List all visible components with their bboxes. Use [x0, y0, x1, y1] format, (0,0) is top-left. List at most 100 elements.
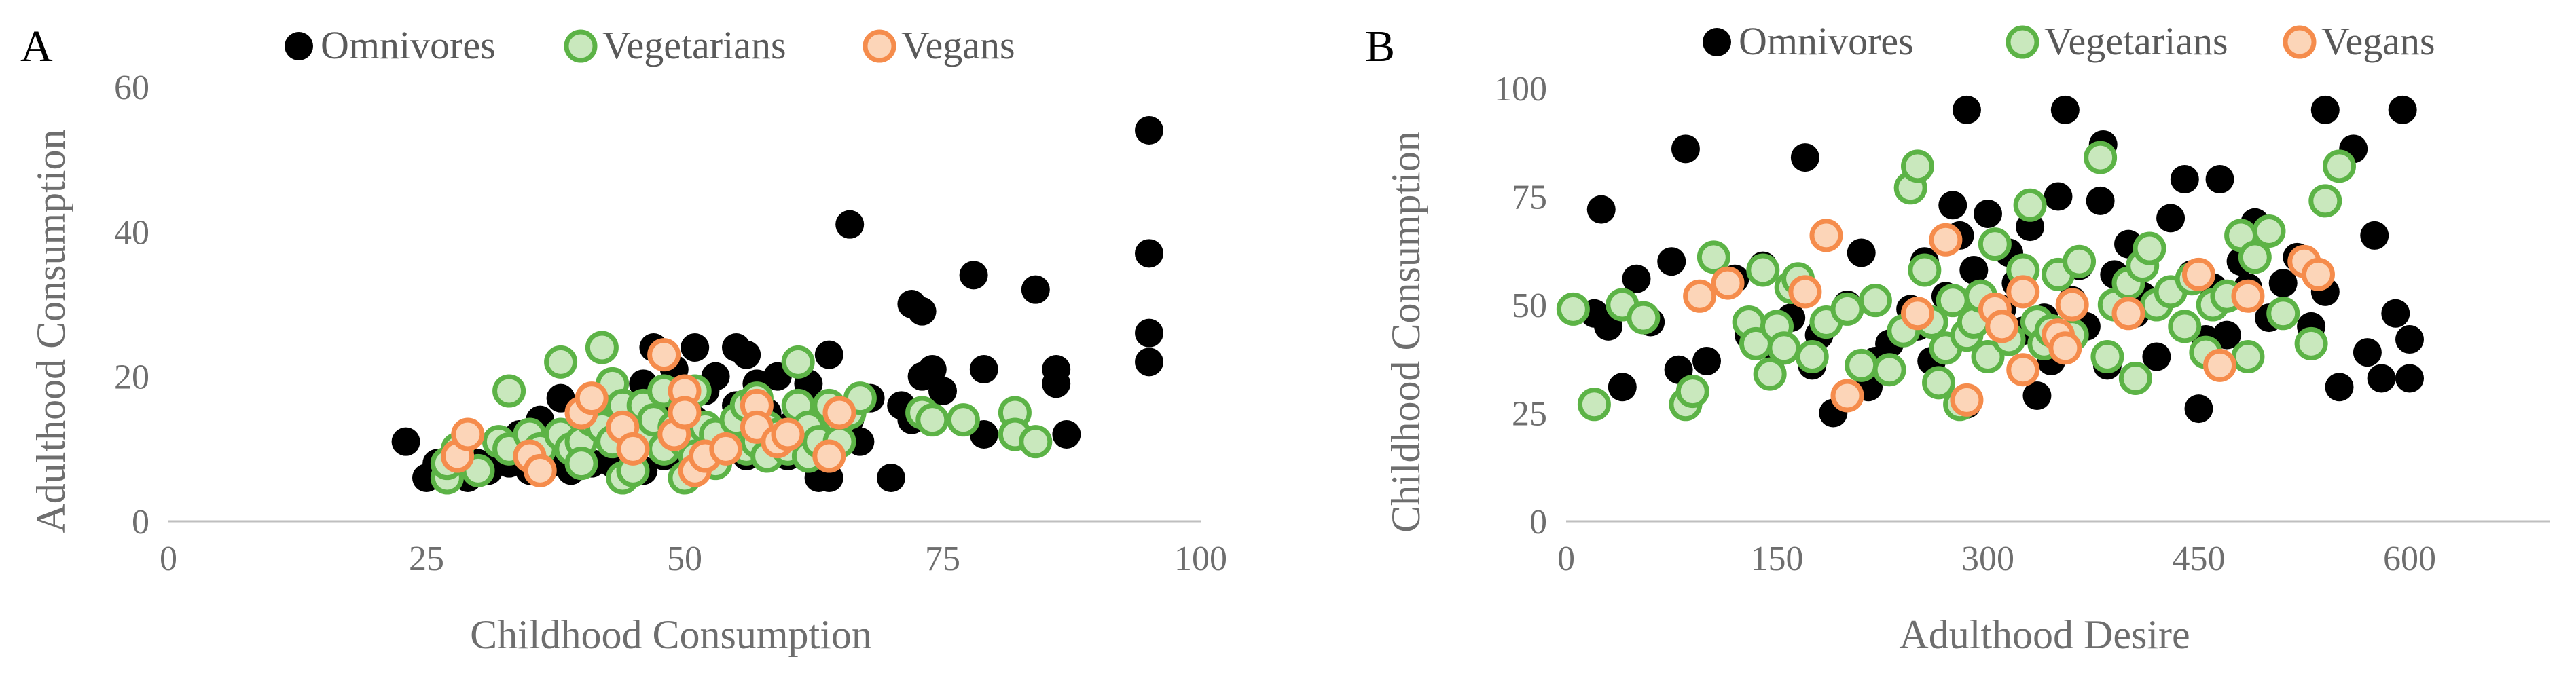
- data-point: [1692, 346, 1721, 375]
- data-point: [814, 340, 843, 369]
- data-point: [1675, 375, 1709, 409]
- x-tick-label: 25: [409, 540, 444, 578]
- y-tick-label: 0: [1529, 503, 1547, 542]
- data-point: [1042, 355, 1071, 383]
- data-point: [1985, 310, 2019, 343]
- data-point: [1052, 420, 1081, 449]
- data-point: [2381, 299, 2410, 328]
- data-point: [1711, 266, 1745, 300]
- legend-marker: [1703, 28, 1731, 56]
- data-point: [2006, 353, 2040, 387]
- data-point: [1872, 353, 1906, 387]
- data-point: [2086, 186, 2115, 215]
- x-axis-title: Childhood Consumption: [470, 612, 872, 657]
- data-point: [575, 381, 609, 415]
- data-point: [946, 403, 980, 437]
- data-point: [2294, 326, 2328, 360]
- data-point: [1795, 340, 1829, 374]
- data-point: [2310, 95, 2340, 124]
- data-point: [544, 345, 578, 379]
- data-point: [1845, 348, 1879, 382]
- data-point: [1586, 195, 1616, 224]
- data-point: [2022, 381, 2052, 410]
- data-point: [681, 333, 710, 362]
- data-point: [2360, 221, 2389, 250]
- data-point: [1767, 331, 1801, 365]
- data-point: [451, 417, 485, 451]
- data-point: [2063, 244, 2097, 278]
- data-point: [1135, 116, 1163, 145]
- data-point: [2050, 95, 2080, 124]
- data-point: [523, 453, 557, 487]
- data-point: [969, 355, 998, 383]
- data-point: [1938, 191, 1967, 220]
- data-point: [2048, 331, 2082, 365]
- y-tick-label: 20: [114, 358, 149, 397]
- legend: Omnivores Vegetarians Vegans: [1703, 19, 2435, 63]
- chart-panel-b: B 0 25 50 75 100 0 150 300 450 600 Adulthood Desire…: [1365, 19, 2550, 657]
- data-point: [1922, 366, 1956, 400]
- data-point: [2168, 310, 2202, 343]
- data-point: [1577, 388, 1611, 422]
- data-point: [2238, 240, 2272, 274]
- data-point: [2156, 204, 2185, 233]
- y-axis-title: Childhood Consumption: [1383, 131, 1428, 533]
- data-point: [1135, 318, 1163, 348]
- data-point: [1556, 292, 1590, 326]
- data-point: [2118, 361, 2152, 395]
- data-point: [2090, 340, 2124, 374]
- data-point: [822, 396, 856, 430]
- legend-label: Omnivores: [1739, 19, 1914, 63]
- y-tick-label: 75: [1512, 179, 1547, 217]
- data-point: [1952, 95, 1981, 124]
- data-point: [2231, 279, 2265, 313]
- data-point: [781, 345, 815, 379]
- data-point: [2367, 364, 2396, 393]
- legend-marker: [2283, 25, 2317, 59]
- data-point: [1959, 255, 1989, 284]
- data-point: [928, 377, 957, 405]
- data-point: [2133, 231, 2166, 265]
- data-point: [1950, 383, 1984, 417]
- x-tick-label: 450: [2173, 540, 2226, 578]
- data-point: [835, 210, 865, 239]
- y-tick-label: 100: [1494, 70, 1547, 109]
- y-tick-label: 40: [114, 213, 149, 252]
- data-point: [2055, 288, 2089, 322]
- data-point: [771, 417, 805, 451]
- data-point: [2111, 297, 2145, 331]
- data-point: [2268, 269, 2298, 298]
- data-point: [1608, 373, 1637, 402]
- data-point: [2266, 297, 2300, 331]
- data-point: [1135, 348, 1163, 377]
- data-point: [564, 447, 598, 481]
- y-tick-label: 50: [1512, 286, 1547, 325]
- legend: Omnivores Vegetarians Vegans: [285, 23, 1015, 67]
- data-point: [1657, 247, 1686, 276]
- data-point: [1908, 253, 1942, 287]
- data-point: [2170, 164, 2199, 193]
- data-point: [877, 464, 905, 492]
- x-axis-title: Adulthood Desire: [1899, 612, 2190, 657]
- data-point: [2325, 373, 2354, 402]
- data-point: [812, 439, 846, 473]
- x-tick-label: 0: [160, 540, 177, 578]
- data-point: [2353, 338, 2382, 367]
- data-point: [2182, 257, 2215, 291]
- y-axis-title: Adulthood Consumption: [29, 129, 73, 533]
- data-point: [1901, 149, 1934, 183]
- data-point: [2142, 342, 2171, 371]
- data-point: [2013, 188, 2047, 222]
- series-vegans: [1683, 219, 2335, 417]
- data-point: [391, 427, 420, 456]
- legend-marker: [863, 29, 896, 63]
- panel-label: A: [20, 22, 53, 71]
- data-point: [2203, 348, 2237, 382]
- data-point: [1622, 264, 1651, 293]
- legend-label: Vegetarians: [602, 23, 786, 67]
- data-point: [1671, 134, 1700, 164]
- data-point: [915, 403, 949, 437]
- data-point: [616, 432, 650, 466]
- data-point: [1809, 219, 1843, 252]
- data-point: [1901, 297, 1934, 331]
